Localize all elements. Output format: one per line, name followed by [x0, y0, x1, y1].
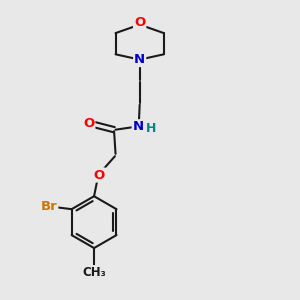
Text: N: N	[134, 53, 145, 66]
Text: CH₃: CH₃	[82, 266, 106, 279]
Text: H: H	[146, 122, 156, 135]
Text: O: O	[134, 16, 145, 29]
Text: O: O	[94, 169, 105, 182]
Text: N: N	[133, 120, 144, 133]
Text: Br: Br	[40, 200, 57, 213]
Text: O: O	[83, 117, 94, 130]
